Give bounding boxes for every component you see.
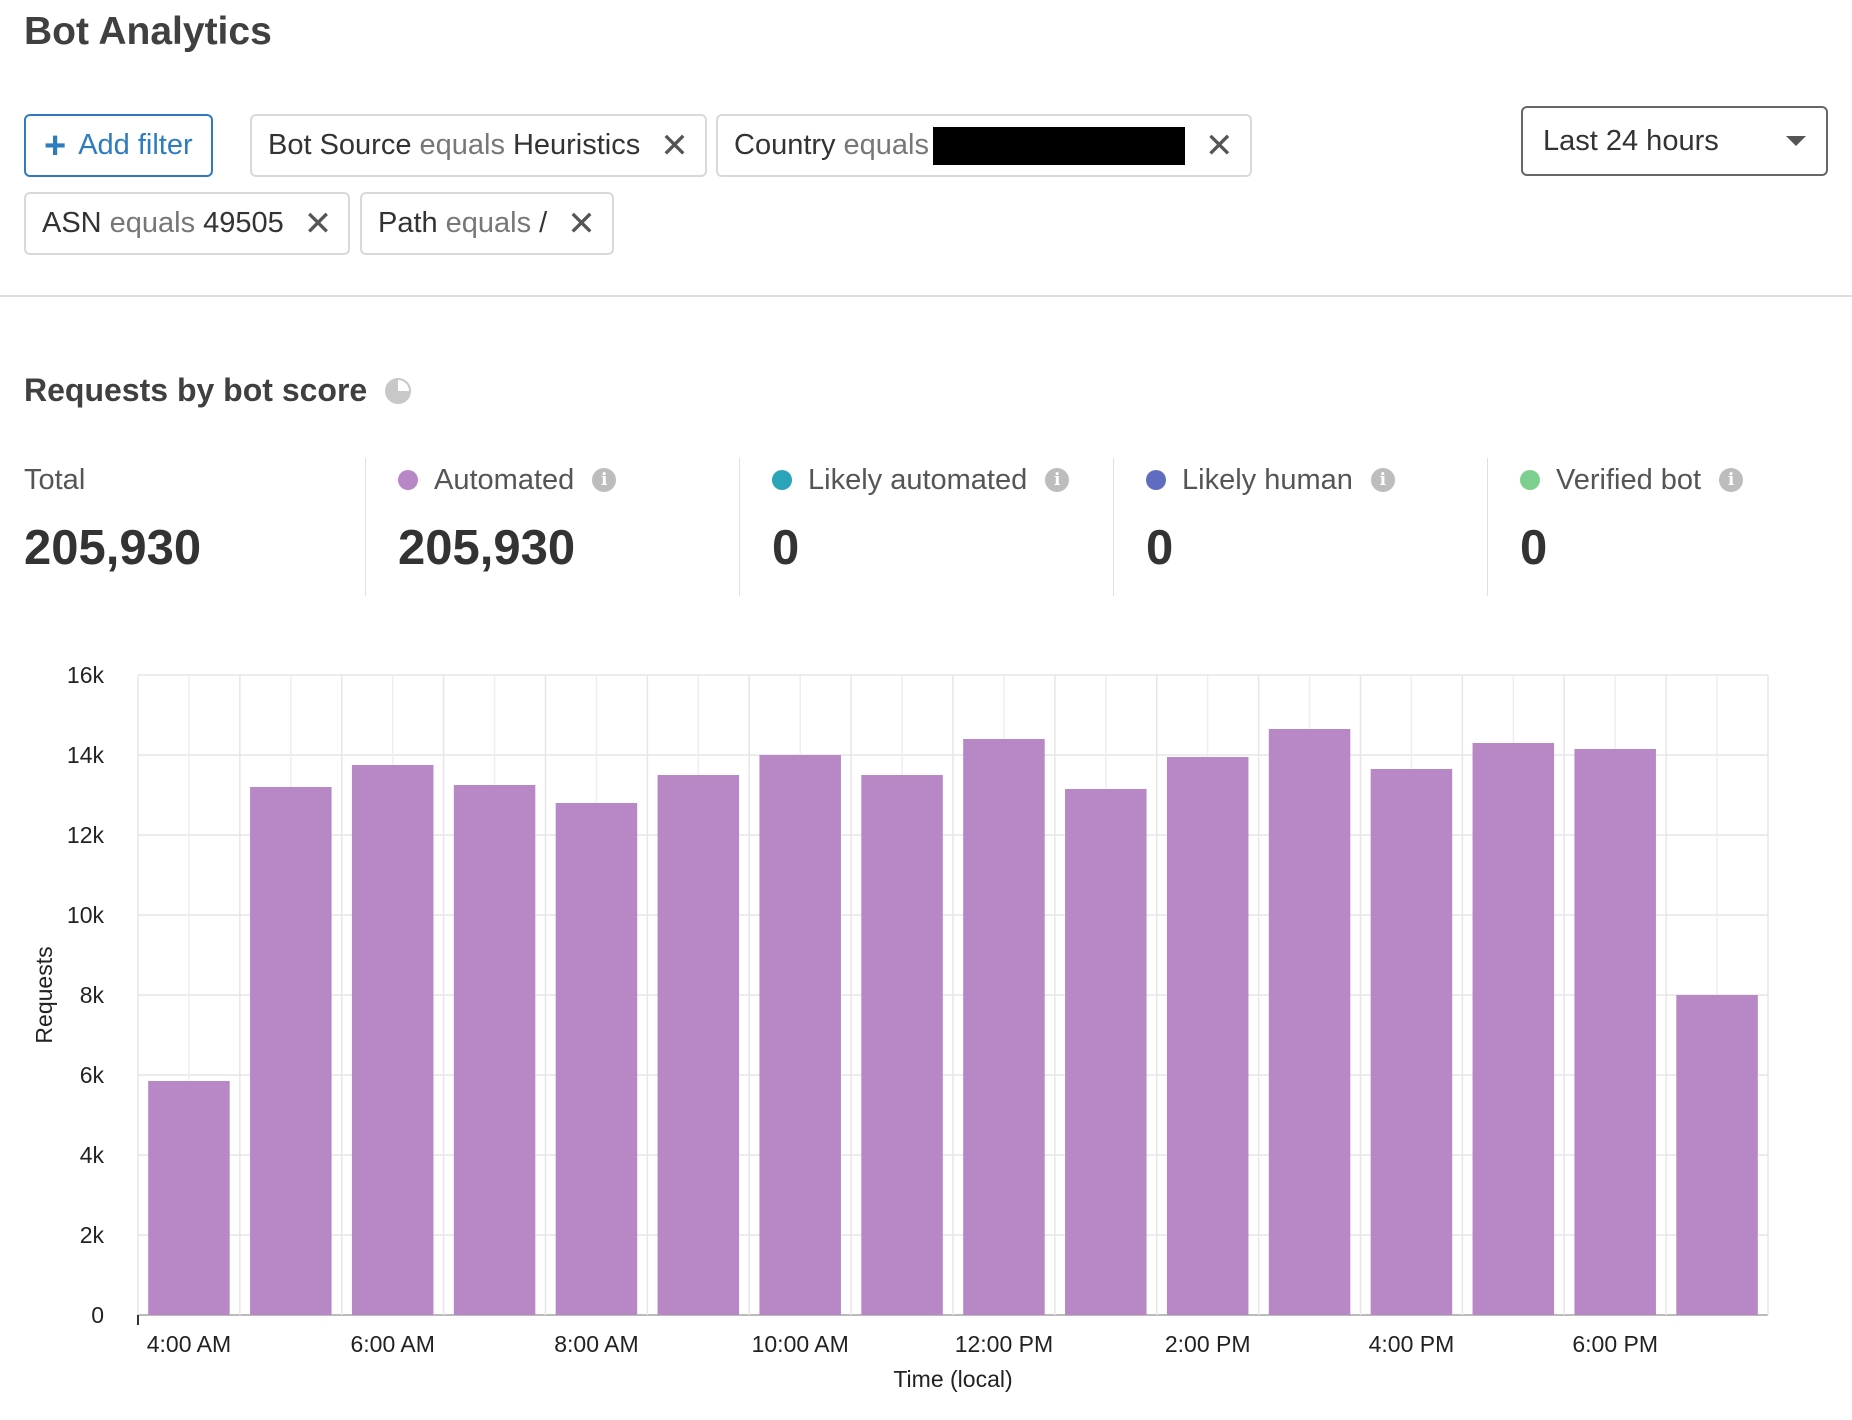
filter-operator: equals bbox=[419, 129, 505, 161]
close-icon[interactable]: ✕ bbox=[660, 126, 689, 165]
filter-value: 49505 bbox=[203, 207, 284, 239]
filter-field: Country bbox=[734, 129, 836, 161]
info-icon[interactable]: i bbox=[1719, 468, 1744, 492]
y-tick-label: 10k bbox=[67, 902, 105, 928]
bar bbox=[148, 1081, 230, 1315]
bar bbox=[963, 739, 1045, 1315]
stat-likely-automated: Likely automated i 0 bbox=[772, 460, 1132, 595]
requests-bar-chart: 0 2k 4k 6k 8k 10k 12k 14k 16k 4:00 AM 6:00 AM 8:00 … bbox=[31, 662, 1769, 1392]
stat-label: Automated bbox=[434, 463, 575, 496]
plus-icon: + bbox=[44, 124, 67, 167]
stat-likely-human: Likely human i 0 bbox=[1146, 460, 1506, 595]
add-filter-button[interactable]: + Add filter bbox=[24, 114, 213, 177]
stat-total: Total 205,930 bbox=[24, 460, 384, 595]
x-tick-label: 6:00 AM bbox=[350, 1331, 434, 1357]
filter-chip-bot-source[interactable]: Bot Source equals Heuristics ✕ bbox=[250, 114, 707, 177]
stat-separator bbox=[1113, 458, 1114, 596]
y-tick-label: 0 bbox=[91, 1302, 104, 1328]
filter-value: / bbox=[539, 207, 548, 239]
section-title: Requests by bot score bbox=[24, 372, 412, 409]
stat-value: 0 bbox=[1520, 521, 1548, 575]
stat-label: Total bbox=[24, 463, 86, 496]
legend-dot bbox=[1146, 470, 1166, 490]
close-icon[interactable]: ✕ bbox=[1205, 126, 1234, 165]
bar bbox=[1370, 769, 1453, 1315]
stat-automated: Automated i 205,930 bbox=[398, 460, 758, 595]
x-tick-label: 8:00 AM bbox=[554, 1331, 638, 1357]
stat-verified-bot: Verified bot i 0 bbox=[1520, 460, 1852, 595]
y-tick-label: 4k bbox=[80, 1142, 105, 1168]
bar bbox=[1472, 743, 1555, 1315]
y-tick-label: 12k bbox=[67, 822, 105, 848]
y-tick-label: 6k bbox=[80, 1062, 105, 1088]
section-title-text: Requests by bot score bbox=[24, 372, 368, 408]
filter-field: Path bbox=[378, 207, 438, 239]
stat-label: Likely automated bbox=[808, 463, 1028, 496]
filter-chip-country[interactable]: Country equals ✕ bbox=[716, 114, 1252, 177]
x-tick-label: 2:00 PM bbox=[1165, 1331, 1251, 1357]
stat-label: Verified bot bbox=[1556, 463, 1702, 496]
info-icon[interactable]: i bbox=[1045, 468, 1070, 492]
filter-operator: equals bbox=[109, 207, 196, 239]
legend-dot bbox=[398, 470, 418, 490]
pie-chart-icon[interactable] bbox=[385, 377, 412, 404]
filter-operator: equals bbox=[843, 129, 930, 161]
stat-separator bbox=[739, 458, 740, 596]
time-range-value: Last 24 hours bbox=[1543, 124, 1719, 157]
bar bbox=[1676, 995, 1758, 1315]
stat-value: 205,930 bbox=[24, 521, 202, 575]
time-range-select[interactable]: Last 24 hours bbox=[1521, 106, 1828, 176]
legend-dot bbox=[1520, 470, 1540, 490]
y-tick-label: 2k bbox=[80, 1222, 105, 1248]
redacted-value bbox=[933, 126, 1186, 165]
close-icon[interactable]: ✕ bbox=[303, 204, 333, 243]
bar bbox=[250, 787, 332, 1315]
filter-field: Bot Source bbox=[268, 129, 412, 161]
add-filter-label: Add filter bbox=[78, 129, 193, 161]
stat-value: 0 bbox=[772, 521, 800, 575]
page-title: Bot Analytics bbox=[24, 10, 272, 53]
x-tick-label: 4:00 PM bbox=[1369, 1331, 1455, 1357]
x-tick-label: 6:00 PM bbox=[1572, 1331, 1658, 1357]
info-icon[interactable]: i bbox=[1370, 468, 1395, 492]
stat-value: 205,930 bbox=[398, 521, 576, 575]
bar bbox=[555, 803, 638, 1315]
filter-operator: equals bbox=[445, 207, 532, 239]
y-tick-label: 14k bbox=[67, 742, 105, 768]
filter-value: Heuristics bbox=[512, 129, 641, 161]
bar bbox=[861, 775, 943, 1315]
bar bbox=[657, 775, 740, 1315]
bar bbox=[1065, 789, 1147, 1315]
bar bbox=[351, 765, 434, 1315]
chevron-down-icon bbox=[1786, 136, 1806, 146]
bar bbox=[759, 755, 841, 1315]
y-tick-label: 16k bbox=[67, 662, 105, 688]
y-tick-label: 8k bbox=[80, 982, 105, 1008]
x-tick-label: 12:00 PM bbox=[955, 1331, 1053, 1357]
divider bbox=[0, 295, 1852, 297]
filter-chip-path[interactable]: Path equals / ✕ bbox=[360, 192, 614, 255]
x-axis-label: Time (local) bbox=[893, 1366, 1012, 1392]
y-axis-label: Requests bbox=[31, 946, 57, 1043]
stat-label: Likely human bbox=[1182, 463, 1353, 496]
stat-separator bbox=[1487, 458, 1488, 596]
bar bbox=[1268, 729, 1351, 1315]
stat-value: 0 bbox=[1146, 521, 1174, 575]
filter-field: ASN bbox=[42, 207, 102, 239]
bar bbox=[453, 785, 536, 1315]
close-icon[interactable]: ✕ bbox=[567, 204, 596, 243]
info-icon[interactable]: i bbox=[592, 468, 617, 492]
stat-separator bbox=[365, 458, 366, 596]
bar bbox=[1166, 757, 1249, 1315]
legend-dot bbox=[772, 470, 792, 490]
x-tick-label: 4:00 AM bbox=[147, 1331, 231, 1357]
bar bbox=[1574, 749, 1656, 1315]
filter-chip-asn[interactable]: ASN equals 49505 ✕ bbox=[24, 192, 351, 255]
x-tick-label: 10:00 AM bbox=[752, 1331, 849, 1357]
